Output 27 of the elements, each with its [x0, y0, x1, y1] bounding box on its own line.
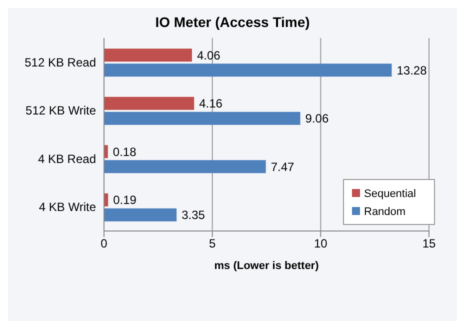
data-label: 0.18: [112, 144, 137, 159]
x-axis-title: ms (Lower is better): [214, 260, 320, 272]
x-tick-label: 10: [314, 236, 328, 251]
y-tick-label: 512 KB Write: [26, 104, 96, 118]
data-label: 7.47: [270, 160, 295, 174]
x-tick-label: 15: [422, 236, 436, 251]
x-tick-label: 0: [100, 236, 108, 251]
data-label: 13.28: [396, 63, 428, 78]
bar: [104, 112, 300, 125]
data-label: 4.06: [196, 48, 221, 62]
data-label: 4.16: [199, 96, 223, 111]
bar: [104, 64, 392, 77]
data-label: 0.19: [113, 193, 137, 208]
bar: [104, 145, 108, 158]
y-tick-label: 512 KB Read: [24, 55, 96, 70]
bar: [104, 48, 192, 62]
chart-title: IO Meter (Access Time): [154, 13, 311, 32]
y-tick-label: 4 KB Write: [38, 200, 96, 214]
data-label: 3.35: [182, 208, 206, 222]
bar: [104, 96, 194, 110]
bar: [104, 208, 177, 222]
x-tick-label: 5: [208, 236, 216, 251]
bar: [104, 160, 266, 174]
legend-label: Sequential: [364, 188, 416, 200]
legend-label: Random: [364, 206, 406, 218]
y-tick-label: 4 KB Read: [38, 152, 96, 166]
data-label: 9.06: [305, 112, 329, 126]
